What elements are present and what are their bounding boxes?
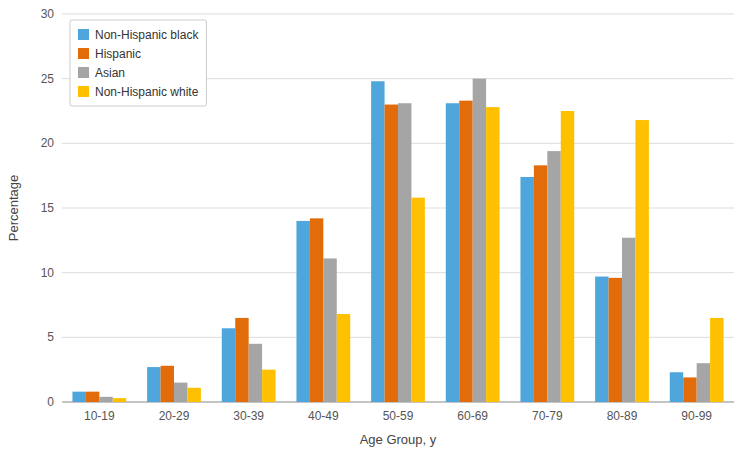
y-tick-label: 10 bbox=[41, 266, 55, 280]
y-tick-label: 30 bbox=[41, 7, 55, 21]
x-tick-label: 80-89 bbox=[607, 409, 638, 423]
legend-swatch bbox=[78, 86, 89, 97]
legend-swatch bbox=[78, 48, 89, 59]
bar bbox=[323, 258, 336, 402]
bar bbox=[296, 221, 309, 402]
bar bbox=[486, 107, 499, 402]
bar bbox=[622, 238, 635, 402]
bar bbox=[222, 328, 235, 402]
y-tick-label: 15 bbox=[41, 201, 55, 215]
bar bbox=[635, 120, 648, 402]
x-tick-label: 90-99 bbox=[681, 409, 712, 423]
bar bbox=[249, 344, 262, 402]
bar bbox=[459, 101, 472, 402]
legend-label: Non-Hispanic white bbox=[95, 85, 199, 99]
bar bbox=[561, 111, 574, 402]
legend-swatch bbox=[78, 29, 89, 40]
bar bbox=[99, 397, 112, 402]
bar bbox=[398, 103, 411, 402]
bar bbox=[310, 218, 323, 402]
chart-container: 0 5 10 15 20 25 30 10-19 20-29 30-39 40-49 50-59 60-… bbox=[0, 0, 750, 454]
bar bbox=[609, 278, 622, 402]
x-tick-label: 40-49 bbox=[308, 409, 339, 423]
legend-label: Asian bbox=[95, 66, 125, 80]
legend: Non-Hispanic black Hispanic Asian Non-Hispa… bbox=[70, 20, 206, 106]
bar bbox=[446, 103, 459, 402]
x-tick-label: 60-69 bbox=[457, 409, 488, 423]
bar bbox=[113, 398, 126, 402]
x-tick-label: 20-29 bbox=[159, 409, 190, 423]
x-axis-label: Age Group, y bbox=[360, 432, 437, 447]
y-tick-label: 25 bbox=[41, 72, 55, 86]
bar bbox=[262, 370, 275, 402]
bar bbox=[147, 367, 160, 402]
legend-label: Non-Hispanic black bbox=[95, 28, 199, 42]
legend-label: Hispanic bbox=[95, 47, 141, 61]
legend-swatch bbox=[78, 67, 89, 78]
bar bbox=[595, 277, 608, 402]
bar bbox=[161, 366, 174, 402]
bar bbox=[520, 177, 533, 402]
legend-box bbox=[70, 20, 206, 106]
y-tick-label: 5 bbox=[47, 330, 54, 344]
grid-line bbox=[62, 14, 734, 15]
bar bbox=[670, 372, 683, 402]
bar bbox=[72, 392, 85, 402]
y-grid bbox=[62, 14, 734, 402]
bar bbox=[235, 318, 248, 402]
bar bbox=[547, 151, 560, 402]
bar bbox=[337, 314, 350, 402]
bar bbox=[710, 318, 723, 402]
bar bbox=[411, 198, 424, 402]
bar bbox=[385, 105, 398, 402]
y-tick-label: 0 bbox=[47, 395, 54, 409]
y-tick-label: 20 bbox=[41, 136, 55, 150]
bar bbox=[174, 383, 187, 402]
chart: 0 5 10 15 20 25 30 10-19 20-29 30-39 40-49 50-59 60-… bbox=[0, 0, 750, 454]
x-tick-label: 10-19 bbox=[84, 409, 115, 423]
x-tick-label: 30-39 bbox=[233, 409, 264, 423]
bar bbox=[473, 79, 486, 402]
bar bbox=[697, 363, 710, 402]
bar bbox=[187, 388, 200, 402]
bar bbox=[534, 165, 547, 402]
bar bbox=[86, 392, 99, 402]
bar bbox=[683, 377, 696, 402]
y-axis-label: Percentage bbox=[6, 175, 21, 242]
bars bbox=[72, 79, 723, 402]
x-tick-label: 70-79 bbox=[532, 409, 563, 423]
x-tick-label: 50-59 bbox=[383, 409, 414, 423]
bar bbox=[371, 81, 384, 402]
